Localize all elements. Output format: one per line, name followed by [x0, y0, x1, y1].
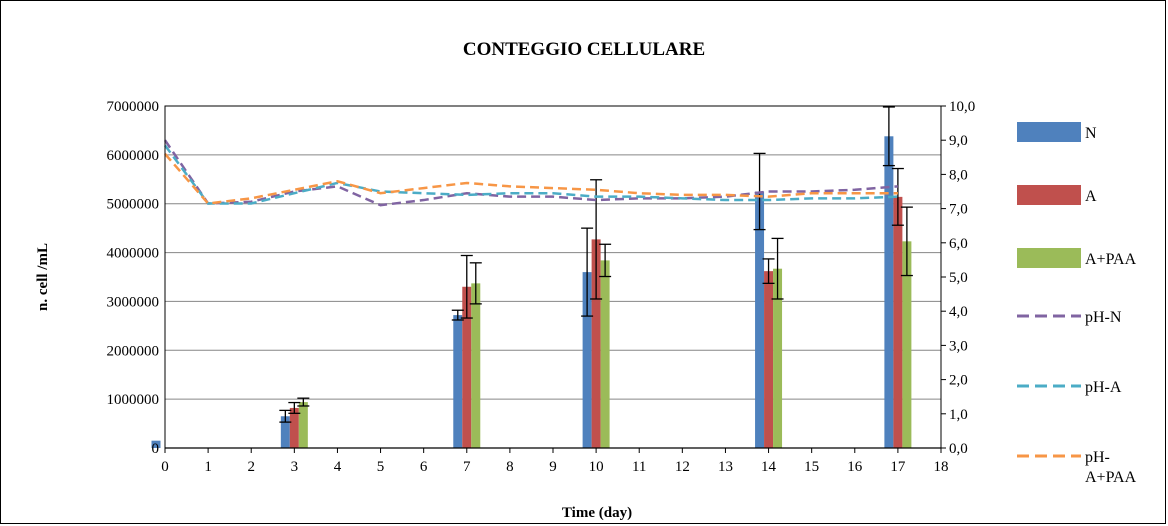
tick-labels: 0 1000000 2000000 3000000 4000000 5000000 6000…: [107, 99, 976, 475]
x-tick-label: 13: [718, 459, 733, 475]
y-tick-label: 1000000: [107, 392, 160, 408]
legend-label: pH-N: [1085, 309, 1122, 326]
plot-area-border: [164, 105, 942, 449]
x-tick-label: 9: [549, 459, 557, 475]
x-tick-label: 1: [204, 459, 212, 475]
error-bars: [279, 106, 913, 423]
x-tick-label: 18: [934, 459, 949, 475]
y2-tick-label: 0,0: [949, 441, 968, 457]
y-tick-label: 4000000: [107, 246, 160, 262]
y2-tick-label: 4,0: [949, 304, 968, 320]
x-tick-label: 0: [161, 459, 169, 475]
bar-a-paa: [298, 402, 308, 448]
bar-n: [453, 315, 463, 448]
x-tick-label: 12: [675, 459, 690, 475]
y-tick-label: 7000000: [107, 99, 160, 115]
legend-swatch: [1017, 185, 1081, 205]
x-tick-label: 17: [890, 459, 906, 475]
bar-a-paa: [471, 283, 481, 448]
bar-n: [755, 191, 765, 448]
x-tick-label: 11: [632, 459, 646, 475]
ph-lines: [163, 139, 898, 207]
bars: [151, 136, 912, 448]
bar-a: [893, 196, 903, 448]
bar-n: [582, 272, 592, 448]
legend-label: pH-A+PAA: [1085, 449, 1137, 486]
y-tick-label: 0: [152, 441, 160, 457]
y2-tick-label: 9,0: [949, 133, 968, 149]
grid: [165, 105, 941, 400]
x-tick-label: 3: [291, 459, 299, 475]
axes: [164, 105, 946, 453]
y-tick-label: 2000000: [107, 343, 160, 359]
bar-n: [884, 136, 894, 448]
y2-tick-label: 10,0: [949, 99, 975, 115]
bar-a: [764, 271, 774, 448]
x-tick-label: 5: [377, 459, 385, 475]
x-tick-label: 15: [804, 459, 819, 475]
y-tick-label: 6000000: [107, 148, 160, 164]
x-tick-label: 8: [506, 459, 514, 475]
y2-tick-label: 3,0: [949, 338, 968, 354]
bar-a: [591, 239, 601, 448]
bar-a-paa: [902, 241, 912, 448]
x-tick-label: 6: [420, 459, 428, 475]
legend-swatch: [1017, 248, 1081, 268]
y2-tick-label: 2,0: [949, 373, 968, 389]
line-ph-n: [163, 139, 898, 207]
bar-a: [289, 407, 299, 448]
legend-label: N: [1085, 125, 1097, 142]
y-axis-label: n. cell /mL: [35, 243, 51, 311]
x-tick-label: 2: [247, 459, 255, 475]
y2-tick-label: 1,0: [949, 407, 968, 423]
legend-swatch: [1017, 122, 1081, 142]
bar-n: [151, 440, 161, 448]
chart-title: CONTEGGIO CELLULARE: [463, 39, 705, 60]
line-ph-a: [163, 144, 898, 205]
x-tick-label: 4: [334, 459, 342, 475]
y-tick-label: 3000000: [107, 294, 160, 310]
bar-a: [462, 286, 472, 448]
y2-tick-label: 5,0: [949, 270, 968, 286]
x-tick-label: 16: [847, 459, 863, 475]
legend-label: A: [1085, 188, 1097, 205]
bar-a-paa: [600, 260, 610, 448]
y2-tick-label: 8,0: [949, 167, 968, 183]
x-axis-label: Time (day): [562, 505, 632, 521]
legend: N A A+PAA pH-N pH-A pH-A+PAA: [1017, 122, 1137, 486]
bar-n: [280, 416, 290, 448]
y-tick-label: 5000000: [107, 197, 160, 213]
legend-label: pH-A: [1085, 379, 1122, 396]
x-tick-label: 14: [761, 459, 777, 475]
line-ph-a-paa: [164, 153, 898, 205]
bar-a-paa: [773, 268, 783, 448]
y2-tick-label: 7,0: [949, 202, 968, 218]
legend-label: A+PAA: [1085, 251, 1137, 268]
x-tick-label: 7: [463, 459, 471, 475]
y2-tick-label: 6,0: [949, 236, 968, 252]
x-tick-label: 10: [589, 459, 604, 475]
